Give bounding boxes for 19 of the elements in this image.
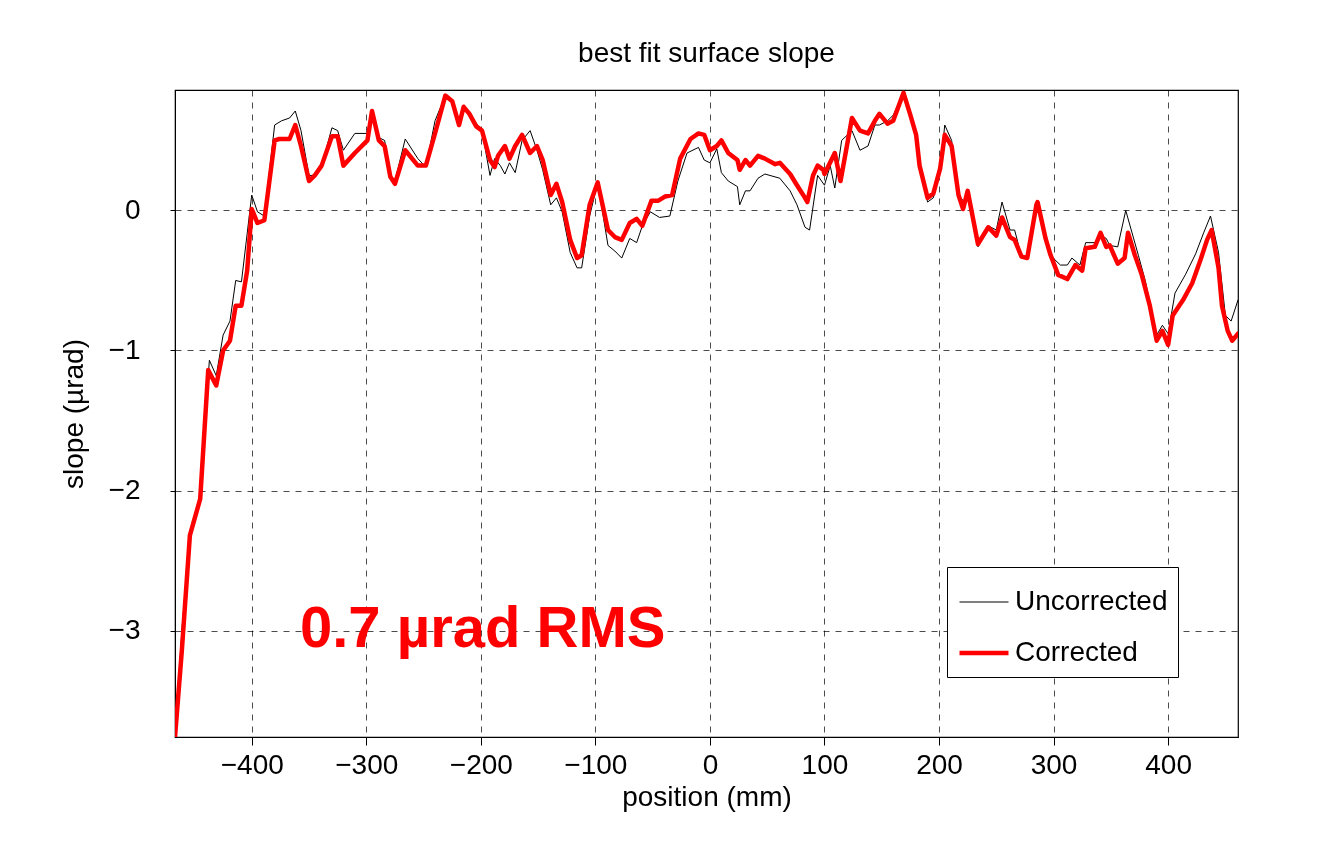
- x-tick-label: 200: [916, 748, 963, 780]
- x-tick-label: −100: [564, 748, 628, 780]
- x-tick-label: −300: [335, 748, 399, 780]
- y-tick-label: −2: [108, 474, 141, 506]
- x-tick-label: 400: [1145, 748, 1192, 780]
- annotation: 0.7 µrad RMS: [300, 594, 666, 659]
- x-axis-title: position (mm): [622, 780, 792, 812]
- legend-label: Uncorrected: [1015, 585, 1168, 616]
- legend-label: Corrected: [1015, 636, 1138, 667]
- y-tick-label: 0: [124, 193, 141, 225]
- x-tick-label: 100: [801, 748, 849, 780]
- x-tick-label: −200: [449, 748, 513, 780]
- x-tick-label: 300: [1030, 748, 1078, 780]
- x-tick-label: −400: [220, 748, 284, 780]
- y-tick-label: −3: [108, 614, 141, 646]
- y-tick-label: −1: [108, 333, 141, 365]
- y-axis-title: slope (µrad): [57, 339, 89, 489]
- chart-title: best fit surface slope: [578, 37, 835, 68]
- x-tick-label: 0: [702, 748, 719, 780]
